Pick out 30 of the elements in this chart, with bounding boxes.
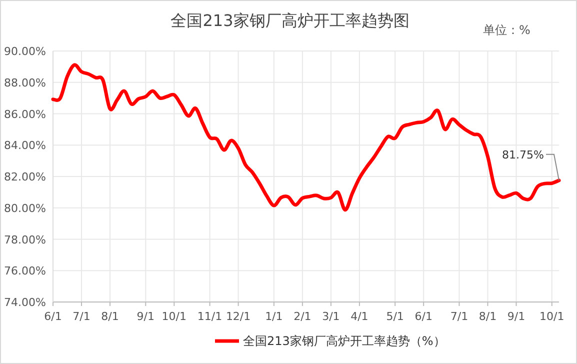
x-tick-label: 5/1 [386,310,404,323]
y-tick-label: 80.00% [4,202,46,215]
x-tick-label: 6/1 [414,310,432,323]
y-tick-label: 78.00% [4,233,46,246]
x-tick-label: 11/1 [197,310,222,323]
y-tick-label: 84.00% [4,139,46,152]
y-tick-label: 88.00% [4,76,46,90]
x-tick-label: 7/1 [72,310,90,323]
x-tick-label: 10/1 [162,310,187,323]
x-tick-label: 7/1 [450,310,468,323]
y-tick-label: 82.00% [4,170,46,184]
data-label: 81.75% [502,148,544,162]
x-tick-label: 3/1 [322,310,340,323]
y-tick-label: 74.00% [4,296,46,309]
x-tick-label: 9/1 [136,310,154,323]
chart-title: 全国213家钢厂高炉开工率趋势图 [170,11,410,30]
x-tick-label: 8/1 [478,310,497,323]
x-tick-label: 2/1 [294,310,312,323]
x-tick-label: 4/1 [350,310,368,323]
legend: 全国213家钢厂高炉开工率趋势（%） [215,334,446,348]
x-tick-label: 10/1 [540,310,564,323]
y-tick-label: 86.00% [4,108,46,121]
x-tick-label: 6/1 [44,310,62,323]
x-tick-label: 1/1 [265,310,283,323]
x-tick-label: 12/1 [226,310,251,323]
text: 单位：% [483,23,530,37]
x-tick-label: 8/1 [101,310,119,323]
y-tick-label: 90.00% [4,45,46,58]
y-tick-label: 76.00% [4,264,46,278]
x-tick-label: 9/1 [507,310,526,323]
